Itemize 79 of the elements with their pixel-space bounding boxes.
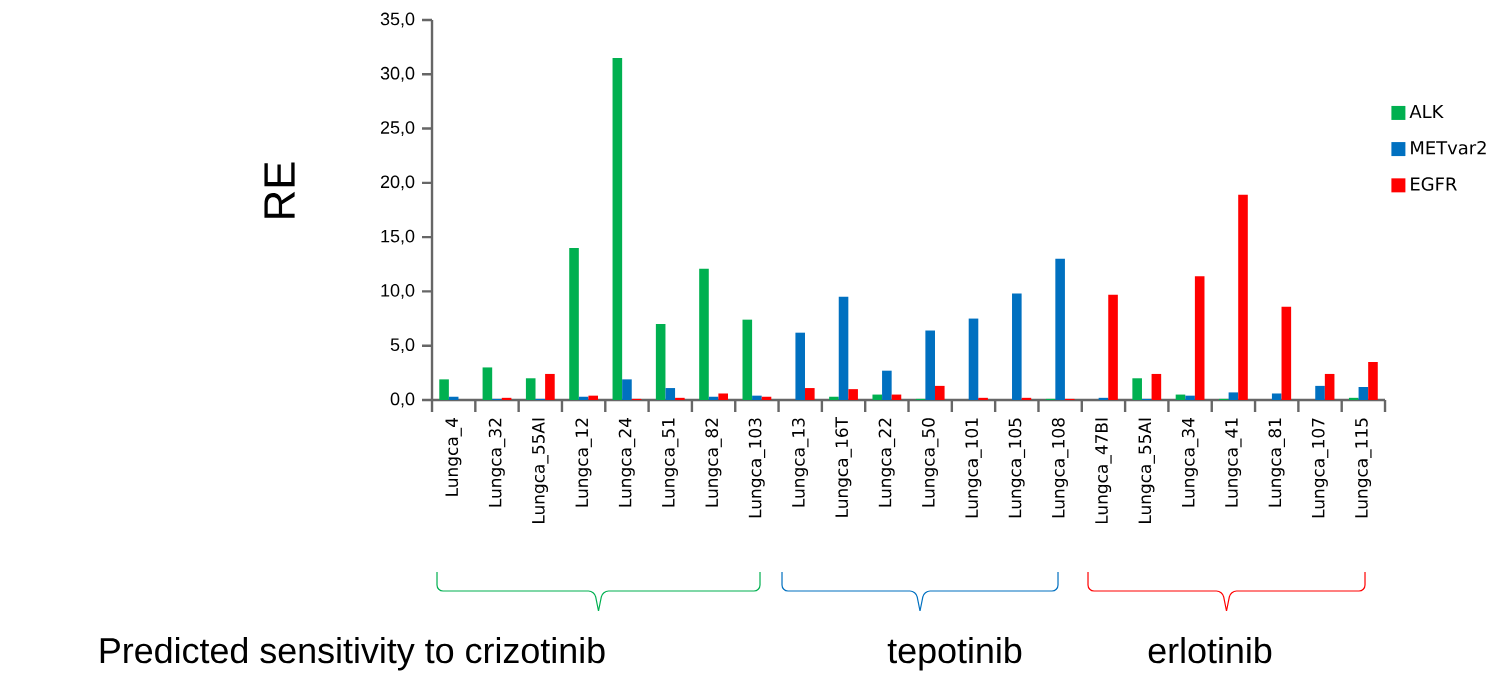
x-tick-label: Lungca_24 xyxy=(618,417,636,507)
bar xyxy=(848,389,858,400)
bar xyxy=(1012,293,1022,400)
text: erlotinib xyxy=(1148,637,1272,664)
x-tick-label: Lungca_81 xyxy=(1268,418,1286,507)
bar xyxy=(934,385,945,400)
x-tick-label: Lungca_34 xyxy=(1181,417,1199,507)
bar xyxy=(1132,378,1142,400)
y-tick-label: 15,0 xyxy=(381,229,415,245)
bar xyxy=(742,319,753,400)
x-tick-label: Lungca_41 xyxy=(1225,418,1242,507)
bar xyxy=(718,393,728,400)
bar xyxy=(1281,306,1292,400)
bar xyxy=(978,397,988,400)
bar xyxy=(752,395,762,400)
x-tick-label: Lungca_82 xyxy=(705,418,722,507)
bar xyxy=(439,379,449,400)
legend-label: ALK xyxy=(1409,104,1444,118)
x-tick-label: Lungca_47BI xyxy=(1095,418,1112,524)
bar xyxy=(1368,362,1378,400)
bar xyxy=(1271,393,1282,400)
bar xyxy=(569,248,579,400)
x-tick-label: Lungca_22 xyxy=(878,418,896,507)
bar xyxy=(1185,395,1195,400)
y-tick-label: 20,0 xyxy=(380,175,415,191)
y-tick-label: 5,0 xyxy=(390,338,415,354)
bar xyxy=(1194,276,1205,400)
x-tick-label: Lungca_115 xyxy=(1355,418,1372,518)
x-tick-label: Lungca_108 xyxy=(1051,418,1069,518)
text: Predicted sensitivity to crizotinib xyxy=(100,637,605,671)
bar xyxy=(699,268,709,400)
text: tepotinib xyxy=(887,637,1022,671)
x-tick-label: Lungca_50 xyxy=(921,418,939,507)
bar xyxy=(612,57,623,400)
y-tick-label: 10,0 xyxy=(381,284,415,299)
bar xyxy=(588,395,599,400)
bar xyxy=(882,370,892,400)
bar xyxy=(655,324,666,400)
bar xyxy=(1238,194,1248,400)
bar xyxy=(665,388,676,400)
legend-label: EGFR xyxy=(1411,177,1457,191)
x-tick-label: Lungca_51 xyxy=(662,418,679,507)
bar xyxy=(1228,392,1239,400)
legend-label: METvar2 xyxy=(1411,140,1486,155)
bar xyxy=(829,396,839,400)
bar xyxy=(1348,397,1359,400)
x-tick-label: Lungca_55AI xyxy=(1138,418,1155,524)
y-tick-label: 0,0 xyxy=(390,392,415,408)
x-tick-label: Lungca_101 xyxy=(965,418,982,518)
bar xyxy=(1315,385,1325,400)
x-tick-label: Lungca_55AI xyxy=(532,418,549,524)
x-tick-label: Lungca_12 xyxy=(575,418,592,507)
x-tick-label: Lungca_32 xyxy=(488,418,506,507)
y-tick-label: 35,0 xyxy=(380,12,415,28)
bar xyxy=(1358,386,1369,400)
bar xyxy=(482,367,493,400)
bar xyxy=(1055,258,1065,400)
bar xyxy=(1151,373,1162,400)
x-tick-label: Lungca_107 xyxy=(1311,418,1329,518)
bar xyxy=(925,330,935,400)
bar xyxy=(968,318,979,400)
bar xyxy=(675,397,685,400)
bar xyxy=(525,378,536,400)
bar xyxy=(1108,294,1118,400)
bar xyxy=(805,388,815,400)
bar xyxy=(838,296,849,400)
y-tick-label: 25,0 xyxy=(380,121,415,136)
bar xyxy=(545,373,555,400)
x-tick-label: Lungca_4 xyxy=(445,417,462,496)
bar xyxy=(622,379,632,400)
bar xyxy=(795,332,806,400)
x-tick-label: Lungca_103 xyxy=(748,418,766,518)
y-tick-label: 30,0 xyxy=(380,66,415,82)
y-axis-title: RE xyxy=(264,162,295,218)
x-tick-label: Lungca_105 xyxy=(1008,418,1026,518)
bar xyxy=(1324,373,1335,400)
x-tick-label: Lungca_13 xyxy=(791,418,809,507)
bar xyxy=(872,394,883,400)
x-tick-label: Lungca_16T xyxy=(835,416,852,517)
